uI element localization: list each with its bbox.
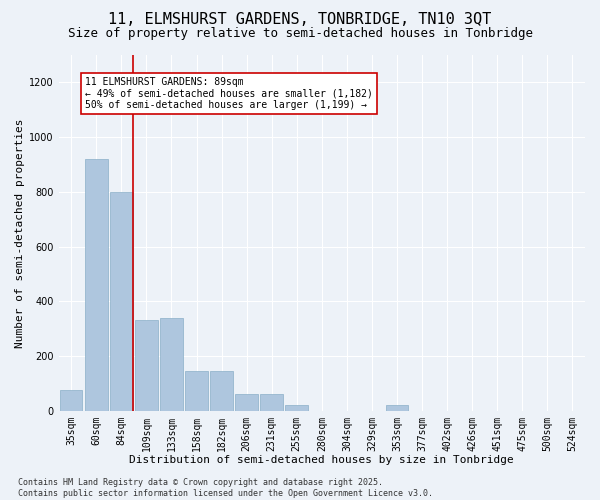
Text: 11, ELMSHURST GARDENS, TONBRIDGE, TN10 3QT: 11, ELMSHURST GARDENS, TONBRIDGE, TN10 3…: [109, 12, 491, 28]
Text: Contains HM Land Registry data © Crown copyright and database right 2025.
Contai: Contains HM Land Registry data © Crown c…: [18, 478, 433, 498]
Bar: [85, 159, 107, 410]
Bar: [110, 192, 133, 410]
Text: 11 ELMSHURST GARDENS: 89sqm
← 49% of semi-detached houses are smaller (1,182)
50: 11 ELMSHURST GARDENS: 89sqm ← 49% of sem…: [85, 77, 373, 110]
Bar: [210, 371, 233, 410]
Bar: [260, 394, 283, 410]
X-axis label: Distribution of semi-detached houses by size in Tonbridge: Distribution of semi-detached houses by …: [130, 455, 514, 465]
Y-axis label: Number of semi-detached properties: Number of semi-detached properties: [15, 118, 25, 348]
Bar: [160, 318, 183, 410]
Bar: [386, 405, 408, 410]
Bar: [185, 371, 208, 410]
Bar: [60, 390, 82, 410]
Bar: [135, 320, 158, 410]
Text: Size of property relative to semi-detached houses in Tonbridge: Size of property relative to semi-detach…: [67, 28, 533, 40]
Bar: [235, 394, 258, 410]
Bar: [286, 405, 308, 410]
